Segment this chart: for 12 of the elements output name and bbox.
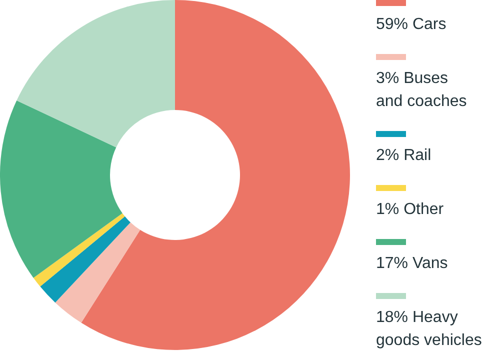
legend-label: 18% Heavy goods vehicles <box>376 309 482 349</box>
donut-slice <box>40 216 131 303</box>
donut-slice <box>16 0 175 148</box>
donut-slice <box>0 100 122 278</box>
legend-label: 1% Other <box>376 201 444 218</box>
donut-slice <box>81 0 350 350</box>
legend-label: 2% Rail <box>376 147 432 164</box>
donut-slice <box>33 213 125 287</box>
legend-label: 59% Cars <box>376 16 446 33</box>
donut-slice <box>55 222 140 323</box>
legend-label: 3% Buses and coaches <box>376 70 467 110</box>
legend-label: 17% Vans <box>376 255 448 272</box>
